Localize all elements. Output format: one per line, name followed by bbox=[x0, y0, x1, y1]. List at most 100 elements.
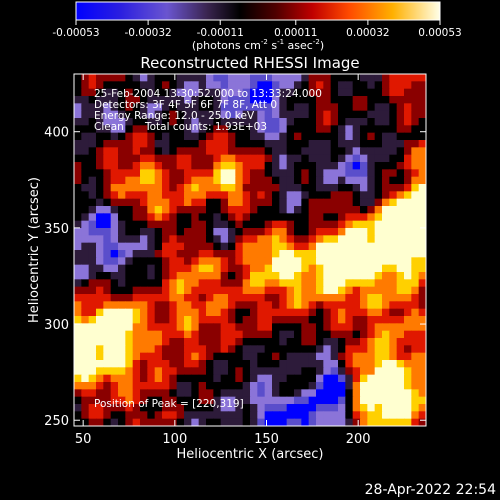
heatmap-cell bbox=[206, 169, 214, 178]
heatmap-cell bbox=[176, 228, 185, 236]
heatmap-cell bbox=[81, 125, 90, 134]
heatmap-cell bbox=[88, 198, 97, 207]
heatmap-cell bbox=[110, 220, 119, 229]
heatmap-cell bbox=[154, 345, 163, 354]
heatmap-cell bbox=[220, 352, 229, 361]
heatmap-cell bbox=[103, 206, 112, 214]
heatmap-cell bbox=[279, 316, 288, 324]
heatmap-cell bbox=[286, 110, 295, 119]
heatmap-cell bbox=[323, 323, 332, 332]
heatmap-cell bbox=[191, 418, 200, 426]
heatmap-cell bbox=[228, 242, 236, 251]
heatmap-cell bbox=[235, 176, 244, 185]
heatmap-cell bbox=[235, 242, 244, 251]
heatmap-cell bbox=[411, 125, 420, 134]
heatmap-cell bbox=[191, 367, 200, 376]
heatmap-cell bbox=[367, 74, 376, 82]
heatmap-cell bbox=[198, 279, 207, 288]
heatmap-cell bbox=[96, 110, 104, 119]
heatmap-cell bbox=[418, 74, 426, 82]
heatmap-cell bbox=[132, 360, 141, 368]
heatmap-cell bbox=[382, 184, 390, 192]
heatmap-cell bbox=[330, 404, 339, 412]
heatmap-cell bbox=[132, 345, 141, 354]
heatmap-cell bbox=[367, 220, 376, 229]
heatmap-cell bbox=[396, 389, 405, 398]
heatmap-cell bbox=[352, 206, 361, 214]
heatmap-cell bbox=[396, 338, 405, 346]
heatmap-cell bbox=[367, 418, 376, 426]
heatmap-cell bbox=[74, 338, 82, 346]
heatmap-cell bbox=[316, 132, 324, 141]
heatmap-cell bbox=[404, 411, 412, 420]
heatmap-cell bbox=[140, 374, 148, 383]
heatmap-cell bbox=[242, 184, 251, 192]
heatmap-cell bbox=[367, 228, 376, 236]
heatmap-cell bbox=[110, 213, 119, 222]
heatmap-cell bbox=[162, 96, 170, 104]
heatmap-cell bbox=[418, 140, 426, 148]
heatmap-cell bbox=[345, 250, 354, 258]
heatmap-cell bbox=[345, 220, 354, 229]
heatmap-cell bbox=[360, 176, 368, 185]
heatmap-cell bbox=[140, 176, 148, 185]
heatmap-cell bbox=[81, 74, 90, 82]
heatmap-cell bbox=[352, 272, 361, 280]
heatmap-cell bbox=[198, 228, 207, 236]
heatmap-cell bbox=[257, 220, 266, 229]
heatmap-cell bbox=[110, 338, 119, 346]
heatmap-cell bbox=[118, 206, 126, 214]
heatmap-cell bbox=[88, 418, 97, 426]
heatmap-cell bbox=[198, 411, 207, 420]
heatmap-cell bbox=[257, 184, 266, 192]
heatmap-cell bbox=[286, 264, 295, 273]
heatmap-cell bbox=[418, 162, 426, 170]
heatmap-cell bbox=[198, 198, 207, 207]
heatmap-cell bbox=[228, 154, 236, 163]
heatmap-cell bbox=[191, 352, 200, 361]
heatmap-cell bbox=[235, 154, 244, 163]
heatmap-cell bbox=[191, 88, 200, 97]
heatmap-cell bbox=[404, 250, 412, 258]
heatmap-cell bbox=[286, 286, 295, 295]
heatmap-cell bbox=[286, 323, 295, 332]
colorbar-tick-label: 0.00011 bbox=[274, 27, 317, 39]
heatmap-cell bbox=[103, 382, 112, 390]
heatmap-cell bbox=[154, 242, 163, 251]
heatmap-cell bbox=[191, 118, 200, 126]
heatmap-cell bbox=[411, 176, 420, 185]
heatmap-cell bbox=[294, 81, 302, 90]
heatmap-cell bbox=[81, 382, 90, 390]
heatmap-cell bbox=[257, 206, 266, 214]
heatmap-cell bbox=[176, 191, 185, 200]
heatmap-cell bbox=[316, 404, 324, 412]
heatmap-cell bbox=[198, 169, 207, 178]
heatmap-cell bbox=[352, 360, 361, 368]
heatmap-cell bbox=[264, 198, 273, 207]
heatmap-cell bbox=[132, 110, 141, 119]
heatmap-cell bbox=[330, 301, 339, 310]
heatmap-cell bbox=[411, 213, 420, 222]
heatmap-cell bbox=[374, 294, 383, 302]
heatmap-cell bbox=[396, 220, 405, 229]
heatmap-cell bbox=[396, 352, 405, 361]
heatmap-cell bbox=[330, 418, 339, 426]
heatmap-cell bbox=[81, 389, 90, 398]
heatmap-cell bbox=[411, 264, 420, 273]
heatmap-cell bbox=[279, 198, 288, 207]
heatmap-cell bbox=[125, 213, 134, 222]
heatmap-cell bbox=[88, 301, 97, 310]
heatmap-cell bbox=[220, 382, 229, 390]
heatmap-cell bbox=[286, 176, 295, 185]
heatmap-cell bbox=[418, 360, 426, 368]
heatmap-cell bbox=[301, 301, 310, 310]
heatmap-cell bbox=[396, 235, 405, 244]
heatmap-cell bbox=[389, 316, 398, 324]
heatmap-cell bbox=[74, 118, 82, 126]
heatmap-cell bbox=[389, 367, 398, 376]
heatmap-cell bbox=[169, 176, 178, 185]
heatmap-cell bbox=[132, 176, 141, 185]
heatmap-cell bbox=[154, 213, 163, 222]
heatmap-cell bbox=[308, 228, 317, 236]
heatmap-cell bbox=[206, 96, 214, 104]
